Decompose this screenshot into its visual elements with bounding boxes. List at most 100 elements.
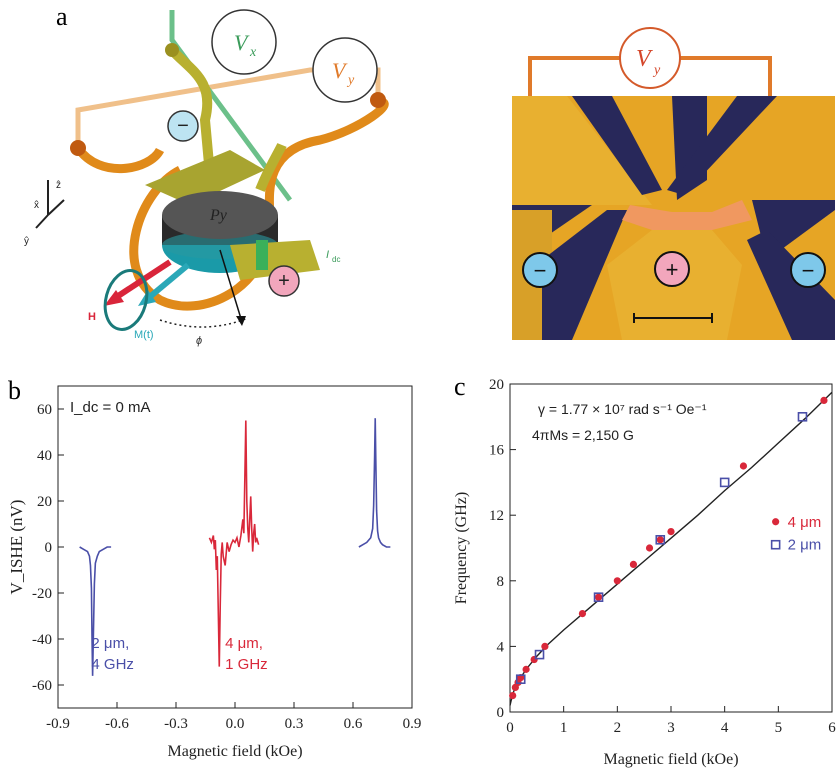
chart-b: -0.9 -0.6 -0.3 0.0 0.3 0.6 0.9 -60 -40 -20 0 20 40 60… bbox=[7, 385, 422, 760]
annotation: 4πMs = 2,150 G bbox=[532, 427, 634, 443]
x-axis-label: Magnetic field (kOe) bbox=[603, 751, 738, 768]
panel-label-b: b bbox=[8, 376, 21, 405]
x-tick-label: 0.6 bbox=[344, 716, 363, 732]
x-tick-label: 0 bbox=[506, 720, 514, 736]
vy-meter-right: V y bbox=[619, 27, 681, 89]
y-axis-label: V_ISHE (nV) bbox=[7, 500, 26, 595]
legend-label: 2 μm bbox=[788, 537, 822, 554]
minus-terminal-right: − bbox=[790, 252, 826, 288]
m-arrow bbox=[144, 262, 190, 303]
y-tick-label: -20 bbox=[32, 586, 52, 602]
vy-wire bbox=[75, 67, 381, 148]
legend-marker bbox=[772, 518, 780, 526]
series-line bbox=[79, 546, 112, 676]
svg-text:V: V bbox=[332, 58, 348, 83]
y-tick-label: -60 bbox=[32, 678, 52, 694]
series-label: 1 GHz bbox=[225, 656, 268, 673]
y-tick-label: 4 bbox=[497, 639, 505, 655]
x-tick-label: -0.3 bbox=[164, 716, 188, 732]
annotation: γ = 1.77 × 10⁷ rad s⁻¹ Oe⁻¹ bbox=[538, 401, 707, 417]
legend-label: 4 μm bbox=[788, 514, 822, 531]
x-tick-label: 6 bbox=[828, 720, 836, 736]
x-tick-label: -0.9 bbox=[46, 716, 70, 732]
svg-text:x̂: x̂ bbox=[34, 199, 39, 211]
data-point bbox=[719, 477, 730, 488]
x-tick-label: 1 bbox=[560, 720, 568, 736]
minus-terminal-left: − bbox=[522, 252, 558, 288]
x-tick-label: -0.6 bbox=[105, 716, 129, 732]
axes-triad bbox=[35, 180, 65, 229]
x-tick-label: 0.3 bbox=[285, 716, 304, 732]
y-tick-label: 8 bbox=[497, 574, 505, 590]
svg-text:dc: dc bbox=[332, 255, 340, 264]
y-tick-label: 0 bbox=[45, 540, 53, 556]
legend-marker bbox=[770, 539, 781, 550]
panel-label-c: c bbox=[454, 372, 466, 401]
data-point bbox=[820, 396, 828, 404]
device-schematic: Py − + V x V y I dc H M(t) ϕ x̂ ẑ ŷ bbox=[24, 9, 389, 347]
h-label: H bbox=[88, 311, 96, 323]
svg-text:−: − bbox=[802, 258, 815, 283]
gold-arm bbox=[168, 46, 215, 176]
svg-text:V: V bbox=[234, 30, 250, 55]
svg-text:ŷ: ŷ bbox=[24, 236, 29, 247]
svg-text:+: + bbox=[666, 257, 679, 282]
data-point bbox=[534, 649, 545, 660]
data-point bbox=[509, 692, 517, 700]
x-tick-label: 4 bbox=[721, 720, 729, 736]
data-point bbox=[541, 642, 549, 650]
x-tick-label: 0.0 bbox=[226, 716, 245, 732]
idc-label: I bbox=[326, 249, 329, 261]
svg-text:V: V bbox=[636, 46, 653, 72]
series-line bbox=[358, 418, 391, 548]
x-tick-label: 0.9 bbox=[403, 716, 422, 732]
minus-terminal: − bbox=[167, 110, 199, 142]
series-label: 4 μm, bbox=[225, 635, 263, 652]
y-tick-label: -40 bbox=[32, 632, 52, 648]
svg-text:−: − bbox=[534, 258, 547, 283]
plus-terminal: + bbox=[268, 265, 300, 297]
series-label: 4 GHz bbox=[91, 656, 134, 673]
x-tick-label: 2 bbox=[614, 720, 622, 736]
data-point bbox=[578, 610, 587, 618]
data-point bbox=[656, 536, 664, 544]
series-line bbox=[208, 420, 260, 667]
data-point bbox=[522, 665, 530, 673]
vy-meter: V y bbox=[312, 37, 378, 103]
svg-text:y: y bbox=[346, 73, 355, 88]
data-point bbox=[655, 535, 666, 545]
y-tick-label: 12 bbox=[489, 508, 504, 524]
y-tick-label: 60 bbox=[37, 402, 52, 418]
x-axis-label: Magnetic field (kOe) bbox=[167, 743, 302, 760]
h-arrow bbox=[110, 259, 172, 303]
svg-text:ẑ: ẑ bbox=[56, 180, 61, 191]
annotation: I_dc = 0 mA bbox=[70, 399, 150, 416]
data-point bbox=[667, 528, 675, 536]
x-tick-label: 5 bbox=[775, 720, 783, 736]
data-point bbox=[515, 674, 526, 685]
vx-wire bbox=[169, 10, 293, 202]
panel-label-a: a bbox=[56, 2, 68, 31]
y-tick-label: 0 bbox=[497, 705, 505, 721]
y-tick-label: 40 bbox=[37, 448, 52, 464]
data-point bbox=[530, 655, 538, 664]
series-label: 2 μm, bbox=[91, 635, 129, 652]
data-point bbox=[797, 411, 808, 422]
svg-text:y: y bbox=[652, 63, 661, 78]
data-point bbox=[613, 577, 621, 585]
svg-text:−: − bbox=[177, 115, 189, 137]
y-axis-label: Frequency (GHz) bbox=[453, 492, 470, 604]
y-tick-label: 16 bbox=[489, 443, 505, 459]
svg-text:x: x bbox=[249, 45, 257, 60]
device-micrograph: V y − + − bbox=[512, 27, 835, 340]
phi-label: ϕ bbox=[196, 335, 202, 347]
data-point bbox=[593, 592, 604, 602]
m-label: M(t) bbox=[134, 329, 154, 341]
data-point bbox=[645, 544, 654, 552]
data-point bbox=[594, 593, 603, 601]
phi-arc bbox=[159, 317, 249, 328]
cylinder-top bbox=[162, 191, 278, 239]
precession-ring bbox=[103, 269, 149, 331]
plus-terminal-center: + bbox=[654, 251, 690, 287]
